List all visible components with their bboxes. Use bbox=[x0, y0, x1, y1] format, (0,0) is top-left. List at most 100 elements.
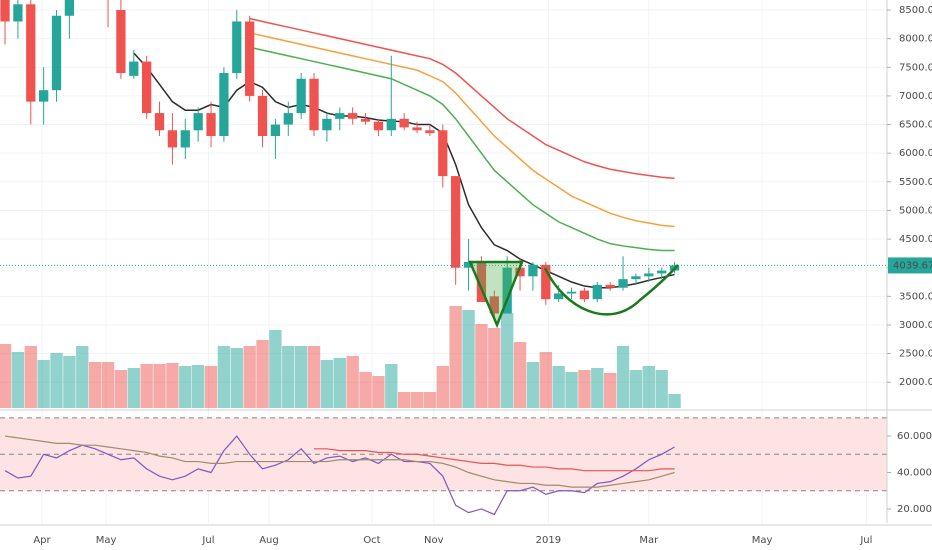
volume-bar bbox=[423, 392, 437, 408]
volume-bar bbox=[269, 330, 282, 408]
candle-body bbox=[129, 61, 139, 76]
volume-bar bbox=[359, 372, 372, 408]
volume-bar bbox=[140, 364, 153, 408]
volume-bar bbox=[76, 346, 89, 408]
volume-bar bbox=[307, 346, 321, 408]
y-tick-label: 6000.00 bbox=[899, 148, 932, 159]
volume-bar bbox=[475, 324, 488, 408]
candle-body bbox=[605, 284, 615, 288]
last-price-label: 4039.67 bbox=[893, 260, 932, 271]
volume-bar bbox=[101, 362, 115, 408]
y-tick-label: 8500.00 bbox=[899, 5, 932, 16]
rsi-tick-label: 60.0000 bbox=[897, 431, 932, 442]
volume-bar bbox=[230, 348, 243, 408]
moving-average bbox=[249, 17, 675, 180]
cup-drawing bbox=[543, 264, 679, 316]
candle-body bbox=[206, 113, 216, 136]
candle-body bbox=[644, 273, 654, 277]
volume-bar bbox=[37, 360, 50, 408]
y-tick-label: 3500.00 bbox=[899, 291, 932, 302]
triangle-drawing bbox=[468, 260, 524, 329]
candle-body bbox=[154, 113, 165, 131]
candle-body bbox=[51, 15, 62, 91]
rsi-line bbox=[4, 435, 675, 488]
candle-body bbox=[515, 267, 525, 277]
candle-body bbox=[425, 130, 435, 134]
candle-body bbox=[0, 0, 10, 22]
candle-body bbox=[219, 73, 229, 136]
volume-bar bbox=[642, 366, 655, 408]
candle-body bbox=[631, 276, 641, 280]
candle-body bbox=[528, 264, 538, 277]
y-tick-label: 5500.00 bbox=[899, 177, 932, 188]
candle-body bbox=[296, 78, 306, 114]
y-tick-label: 7500.00 bbox=[899, 62, 932, 73]
candle-body bbox=[579, 290, 590, 300]
volume-layer bbox=[0, 306, 681, 408]
volume-bar bbox=[24, 346, 37, 408]
candle-body bbox=[180, 130, 190, 148]
volume-bar bbox=[385, 364, 398, 408]
candle-body bbox=[245, 21, 255, 96]
rsi-tick-label: 40.0000 bbox=[897, 468, 932, 479]
candle-body bbox=[26, 4, 36, 102]
y-tick-label: 5000.00 bbox=[899, 205, 932, 216]
candle-body bbox=[13, 4, 23, 22]
volume-bar bbox=[88, 362, 102, 408]
candle-body bbox=[386, 118, 396, 131]
rsi-tick-label: 20.0000 bbox=[897, 504, 932, 515]
volume-bar bbox=[488, 328, 501, 408]
volume-bar bbox=[539, 352, 552, 408]
volume-bar bbox=[616, 346, 630, 408]
candle-body bbox=[39, 90, 49, 102]
candle-body bbox=[360, 118, 371, 122]
volume-bar bbox=[346, 356, 359, 408]
volume-bar bbox=[50, 353, 63, 408]
y-tick-label: 2500.00 bbox=[899, 349, 932, 360]
candle-body bbox=[489, 296, 499, 314]
x-tick-label: Mar bbox=[639, 535, 659, 546]
candle-body bbox=[554, 293, 564, 300]
axes: Apr May Jul Aug Oct Nov 2019 Mar May Jul 2000.00 25… bbox=[33, 5, 932, 546]
candle-body bbox=[348, 113, 358, 119]
candle-body bbox=[373, 121, 384, 131]
volume-bar bbox=[578, 370, 591, 408]
volume-bar bbox=[204, 366, 218, 408]
y-tick-label: 8000.00 bbox=[899, 34, 932, 45]
x-tick-label: May bbox=[752, 535, 773, 546]
volume-bar bbox=[333, 358, 346, 408]
volume-bar bbox=[256, 340, 269, 408]
rsi-line bbox=[314, 448, 675, 472]
candle-body bbox=[476, 261, 487, 303]
candle-body bbox=[270, 124, 281, 136]
x-tick-label: May bbox=[96, 535, 117, 546]
y-tick-label: 2000.00 bbox=[899, 377, 932, 388]
volume-bar bbox=[603, 373, 617, 408]
volume-bar bbox=[0, 344, 12, 408]
volume-bar bbox=[500, 313, 514, 408]
candle-body bbox=[322, 118, 332, 131]
volume-bar bbox=[294, 346, 308, 408]
candle-body bbox=[399, 118, 409, 128]
volume-bar bbox=[629, 370, 643, 408]
volume-bar bbox=[179, 366, 192, 408]
volume-bar bbox=[372, 376, 385, 408]
candle-body bbox=[502, 267, 512, 314]
moving-average bbox=[133, 52, 675, 289]
y-tick-label: 3000.00 bbox=[899, 320, 932, 331]
moving-average bbox=[249, 32, 675, 228]
candle-body bbox=[64, 0, 75, 16]
x-tick-label: Apr bbox=[33, 535, 51, 546]
volume-bar bbox=[462, 310, 475, 408]
candle-body bbox=[618, 279, 628, 288]
moving-average bbox=[249, 46, 675, 252]
candle-body bbox=[232, 21, 242, 74]
candle-body bbox=[566, 291, 577, 294]
volume-bar bbox=[166, 363, 179, 408]
volume-bar bbox=[63, 356, 76, 408]
candle-body bbox=[541, 264, 551, 300]
rsi-layer bbox=[0, 417, 887, 516]
candle-body bbox=[335, 113, 345, 119]
y-tick-label: 6500.00 bbox=[899, 120, 932, 131]
